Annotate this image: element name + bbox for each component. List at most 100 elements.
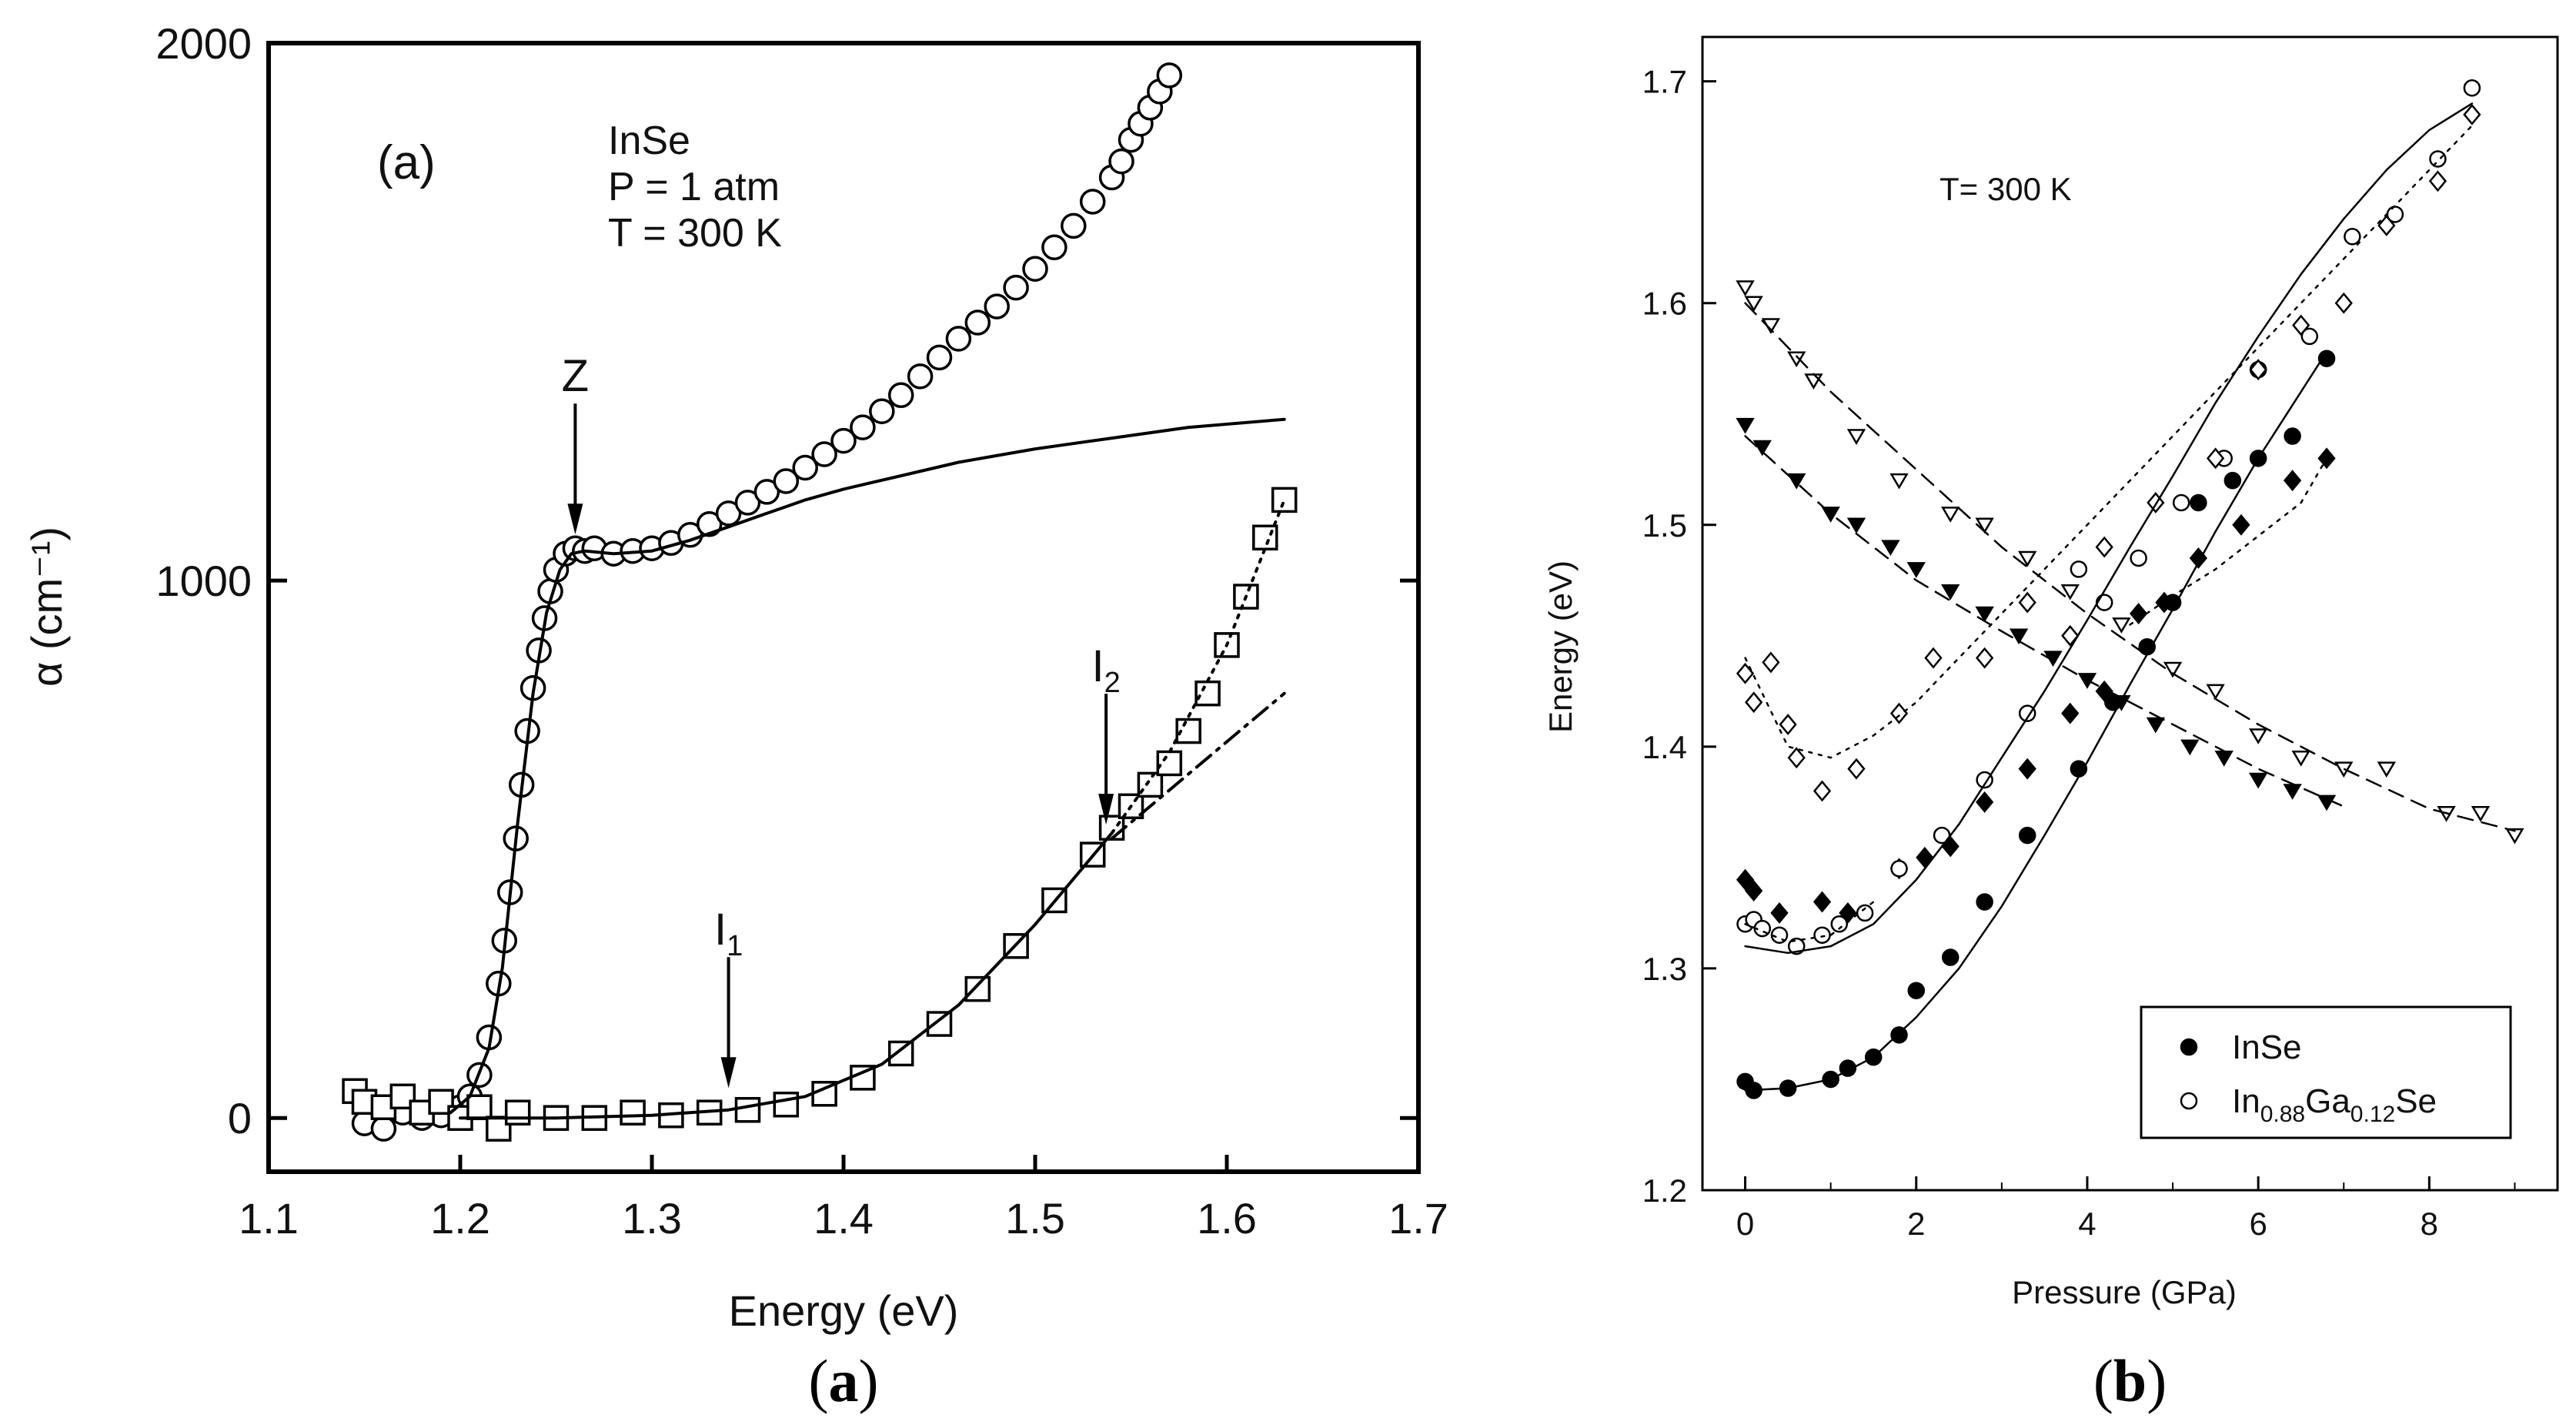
panel-b-fit-line-fit-InSe-triangle	[1744, 435, 2345, 808]
panel-a-caption: (a)	[809, 1347, 879, 1414]
panel-b-legend-label-1-part-3: 0.12	[2350, 1102, 2395, 1127]
panel-b-legend-box	[2140, 1005, 2512, 1139]
panel-a-arrow-0: Z	[562, 351, 589, 535]
panel-b-fit-line-fit-alloy-diamond-circle	[1744, 124, 2474, 759]
panel-a-y-tick-label-2: 2000	[155, 19, 252, 68]
panel-a-point-circles-41	[926, 344, 953, 371]
panel-a-arrow-label-main-1: I	[714, 905, 727, 955]
panel-b-point-alloy-open-diamond-1	[1745, 691, 1763, 714]
panel-b-y-tick-label-2: 1.4	[1642, 729, 1687, 765]
panel-a-x-tick-label-4: 1.5	[1005, 1194, 1065, 1243]
panel-a-x-axis-label: Energy (eV)	[729, 1286, 959, 1335]
panel-b-legend-label-1-part-0: In	[2232, 1082, 2260, 1120]
panel-a-x-tick-label-6: 1.7	[1388, 1194, 1448, 1243]
panel-a-point-circles-1	[370, 1116, 397, 1142]
panel-b-point-alloy-open-circle-21	[2429, 150, 2447, 168]
panel-b-point-alloy-open-triangle-14	[2248, 728, 2268, 744]
panel-b-point-InSe-filled-diamond-12	[2129, 603, 2148, 624]
panel-b-y-axis-label: Energy (eV)	[1542, 560, 1579, 733]
panel-b-x-tick-label-3: 6	[2249, 1206, 2267, 1242]
panel-b-point-alloy-open-diamond-10	[2018, 591, 2036, 614]
panel-b-point-alloy-open-diamond-6	[1847, 758, 1866, 780]
panel-a-point-circles-46	[1022, 256, 1048, 282]
panel-b-point-InSe-filled-triangle-7	[1941, 584, 1960, 600]
panel-b-point-alloy-open-diamond-3	[1779, 714, 1797, 735]
panel-b-series-fit-InSe-circle	[1744, 350, 2328, 1092]
panel-a-point-circles-37	[850, 414, 876, 440]
panel-b-point-alloy-open-circle-19	[2344, 228, 2361, 246]
panel-b-series-alloy-open-diamond	[1736, 103, 2481, 802]
panel-b-point-alloy-open-triangle-17	[2377, 761, 2396, 778]
panel-a-fit-line-fit-squares	[459, 831, 1114, 1120]
panel-a-annotation-line-1: InSe	[608, 119, 690, 163]
panel-b-point-InSe-filled-circle-6	[1890, 1026, 1908, 1044]
panel-b-point-InSe-filled-circle-19	[2317, 350, 2336, 367]
panel-b-x-tick-label-0: 0	[1736, 1206, 1754, 1242]
panel-a: 1.1 1.2 1.3 1.4 1.5 1.6 1.7 0 1000 2000 Energy (e…	[22, 19, 1448, 1335]
panel-b-point-alloy-open-diamond-12	[2095, 536, 2113, 558]
panel-a-arrow-head-0	[567, 503, 583, 535]
panel-b-point-alloy-open-diamond-9	[1976, 647, 1994, 669]
panel-a-x-tick-label-5: 1.6	[1197, 1194, 1257, 1243]
panel-a-point-circles-36	[830, 427, 857, 454]
panel-a-point-circles-56	[1156, 62, 1183, 89]
panel-b-point-alloy-open-triangle-8	[1975, 517, 1994, 534]
panel-a-point-circles-44	[984, 293, 1010, 319]
panel-b-point-InSe-filled-triangle-9	[2009, 628, 2029, 645]
panel-a-label: (a)	[377, 136, 436, 189]
panel-b-y-tick-label-0: 1.2	[1642, 1172, 1687, 1209]
panel-b-point-InSe-filled-triangle-1	[1752, 440, 1772, 457]
panel-a-point-circles-33	[773, 468, 800, 494]
panel-b-point-InSe-filled-triangle-4	[1846, 517, 1866, 534]
panel-a-caption-close: )	[859, 1347, 879, 1414]
panel-b-point-InSe-filled-diamond-8	[1976, 791, 1994, 813]
panel-b-legend-label-1: In0.88Ga0.12Se	[2232, 1082, 2437, 1127]
panel-b-point-InSe-filled-circle-7	[1907, 982, 1925, 999]
panel-a-x-tick-label-3: 1.4	[814, 1194, 874, 1243]
panel-b-y-tick-label-5: 1.7	[1642, 64, 1687, 100]
panel-b-point-alloy-open-circle-14	[2130, 549, 2147, 567]
panel-a-point-circles-47	[1041, 234, 1067, 261]
panel-b-point-InSe-filled-diamond-15	[2232, 513, 2250, 536]
panel-b-point-alloy-open-circle-8	[1890, 860, 1908, 878]
panel-a-point-squares-12	[620, 1099, 646, 1126]
panel-b-point-alloy-open-triangle-19	[2471, 806, 2491, 822]
panel-b-point-alloy-open-triangle-6	[1889, 473, 1909, 490]
panel-a-x-tick-label-1: 1.2	[430, 1194, 490, 1243]
panel-b-point-alloy-open-diamond-20	[2463, 103, 2481, 125]
panel-a-point-squares-21	[964, 975, 991, 1002]
panel-a-point-circles-32	[753, 479, 780, 505]
panel-a-arrow-label-1: I1	[714, 905, 743, 962]
panel-a-fit-line-fit-squares-dotted	[1110, 498, 1286, 835]
panel-a-arrow-label-main-0: Z	[562, 351, 589, 401]
panel-b-fit-line-fit-alloy-triangle	[1744, 302, 2516, 832]
panel-b-fit-line-fit-alloy-circle-low	[1744, 901, 1875, 943]
panel-b-point-alloy-open-diamond-5	[1813, 780, 1832, 802]
panel-b-point-alloy-open-triangle-1	[1744, 296, 1763, 313]
panel-a-point-squares-25	[1098, 815, 1125, 841]
panel-a-arrow-label-2: I2	[1091, 641, 1120, 699]
panel-a-arrow-label-sub-2: 2	[1104, 667, 1121, 699]
panel-a-point-circles-31	[734, 490, 761, 516]
panel-a-series-fit-squares-dashdot	[1110, 691, 1286, 841]
panel-b-point-alloy-open-circle-5	[1813, 926, 1831, 944]
panel-b-point-alloy-open-triangle-9	[2017, 550, 2037, 567]
panel-b-x-tick-label-4: 8	[2421, 1206, 2438, 1242]
panel-a-caption-open: (	[809, 1347, 829, 1414]
panel-b-point-InSe-filled-circle-9	[1976, 893, 1993, 911]
panel-b-caption: (b)	[2093, 1347, 2167, 1414]
panel-a-y-tick-label-1: 1000	[155, 557, 252, 605]
panel-a-point-circles-40	[907, 363, 934, 390]
panel-a-point-squares-32	[1233, 584, 1259, 610]
panel-b-legend-label-0: InSe	[2232, 1029, 2302, 1066]
panel-b-point-InSe-filled-diamond-11	[2095, 680, 2113, 702]
panel-b-series-fit-alloy-circle-low	[1744, 901, 1875, 943]
panel-a-x-tick-label-0: 1.1	[239, 1194, 299, 1243]
panel-a-point-circles-39	[887, 382, 914, 409]
panel-a-series-fit-squares-dotted	[1110, 498, 1286, 835]
panel-a-series-squares	[342, 487, 1298, 1142]
panel-a-point-circles-42	[945, 326, 972, 352]
panel-a-y-tick-label-0: 0	[228, 1094, 252, 1142]
panel-a-x-tick-label-2: 1.3	[622, 1194, 682, 1243]
panel-b-fit-line-fit-InSe-diamond	[1744, 102, 2474, 955]
